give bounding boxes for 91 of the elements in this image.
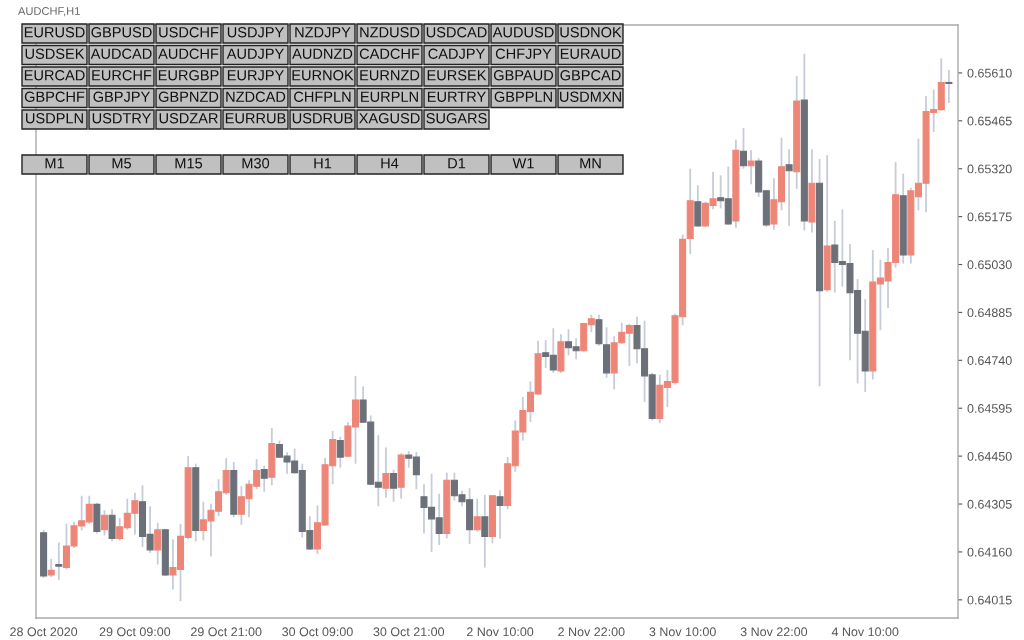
x-tick-label: 3 Nov 10:00 xyxy=(649,627,716,637)
x-tick-label: 2 Nov 10:00 xyxy=(466,627,534,637)
candlestick xyxy=(739,127,747,170)
y-tick-label: 0.65175 xyxy=(967,212,1012,222)
y-tick-label: 0.64885 xyxy=(967,308,1012,318)
x-tick-label: 28 Oct 2020 xyxy=(10,627,78,637)
annotation: H4 xyxy=(381,158,399,169)
candlestick xyxy=(336,435,344,469)
candlestick xyxy=(747,149,755,186)
candlestick xyxy=(108,508,116,543)
annotation: USDTRY xyxy=(92,113,152,124)
y-tick-label: 0.64450 xyxy=(967,451,1012,461)
annotation: M1 xyxy=(45,158,64,169)
chart-title: AUDCHF,H1 xyxy=(18,7,80,17)
annotation: USDZAR xyxy=(159,113,218,124)
annotation: XAGUSD xyxy=(359,113,420,124)
candlestick xyxy=(390,468,398,503)
y-tick-label: 0.65465 xyxy=(967,116,1012,126)
annotation: AUDNZD xyxy=(292,48,353,59)
x-tick-label: 30 Oct 21:00 xyxy=(373,627,445,637)
annotation: GBPAUD xyxy=(493,70,554,81)
annotation: EURCAD xyxy=(24,70,85,81)
annotation: EURTRY xyxy=(427,91,486,102)
annotation: H1 xyxy=(314,158,332,169)
x-tick-label: 4 Nov 10:00 xyxy=(831,627,899,637)
annotation: M15 xyxy=(175,158,203,169)
y-tick-label: 0.65030 xyxy=(967,260,1012,270)
annotation: MN xyxy=(580,158,601,169)
annotation: USDSEK xyxy=(25,48,85,59)
annotation: USDCAD xyxy=(426,27,487,38)
candlestick xyxy=(481,493,489,569)
annotation: D1 xyxy=(448,158,466,169)
annotation: EURJPY xyxy=(227,70,284,81)
annotation: EURUSD xyxy=(24,27,85,38)
annotation: NZDCAD xyxy=(226,91,286,102)
annotation: NZDJPY xyxy=(295,27,351,38)
annotation: USDNOK xyxy=(560,27,622,38)
annotation: CADCHF xyxy=(359,48,420,59)
y-tick-label: 0.65610 xyxy=(967,68,1012,78)
annotation: AUDUSD xyxy=(492,27,554,38)
candlestick xyxy=(382,446,390,499)
candlestick xyxy=(47,557,55,578)
x-tick-label: 29 Oct 09:00 xyxy=(99,627,171,637)
annotation: USDCHF xyxy=(159,27,219,38)
y-tick-label: 0.64015 xyxy=(967,595,1012,605)
annotation: NZDUSD xyxy=(360,27,420,38)
annotation: GBPNZD xyxy=(158,91,219,102)
annotation: USDMXN xyxy=(560,91,621,102)
y-tick-label: 0.64305 xyxy=(967,499,1012,509)
candlestick xyxy=(100,509,108,537)
annotation: EURRUB xyxy=(225,113,286,124)
annotation: EURNZD xyxy=(360,70,420,81)
annotation: M5 xyxy=(112,158,132,169)
annotation: USDPLN xyxy=(26,113,83,124)
annotation: EURPLN xyxy=(361,91,418,102)
annotation: SUGARS xyxy=(426,113,487,124)
annotation: USDRUB xyxy=(292,113,353,124)
annotation: CHFJPY xyxy=(495,48,552,59)
y-tick-label: 0.64740 xyxy=(967,356,1012,365)
annotation: USDJPY xyxy=(227,27,284,38)
annotation: M30 xyxy=(242,158,270,169)
x-tick-label: 3 Nov 22:00 xyxy=(740,627,808,637)
annotation: AUDCHF xyxy=(158,48,219,59)
annotation: EURCHF xyxy=(92,70,152,81)
candlestick xyxy=(260,464,268,493)
annotation: EURGBP xyxy=(158,70,219,81)
annotation: GBPPLN xyxy=(494,91,552,102)
y-tick-label: 0.64595 xyxy=(967,404,1012,413)
candlestick xyxy=(473,497,481,533)
y-tick-label: 0.64160 xyxy=(967,547,1012,557)
x-tick-label: 30 Oct 09:00 xyxy=(282,627,353,637)
y-tick-label: 0.65320 xyxy=(967,164,1012,174)
candlestick xyxy=(785,148,793,227)
annotation: GBPJPY xyxy=(93,91,150,102)
annotation: EURNOK xyxy=(292,70,354,81)
annotation: GBPCAD xyxy=(560,70,621,81)
candlestick xyxy=(55,541,63,581)
annotation: CHFPLN xyxy=(294,91,351,102)
annotation: EURAUD xyxy=(560,48,621,59)
annotation: W1 xyxy=(512,158,534,169)
annotation: AUDJPY xyxy=(226,48,284,59)
annotation: GBPCHF xyxy=(24,91,85,102)
annotation: GBPUSD xyxy=(91,27,152,38)
annotation: AUDCAD xyxy=(90,48,152,59)
x-tick-label: 2 Nov 22:00 xyxy=(558,627,625,637)
candlestick xyxy=(945,69,953,104)
candlestick xyxy=(154,521,162,566)
annotation: CADJPY xyxy=(428,48,485,59)
annotation: EURSEK xyxy=(427,70,487,81)
x-tick-label: 29 Oct 21:00 xyxy=(191,627,262,637)
candlestick xyxy=(496,489,504,540)
